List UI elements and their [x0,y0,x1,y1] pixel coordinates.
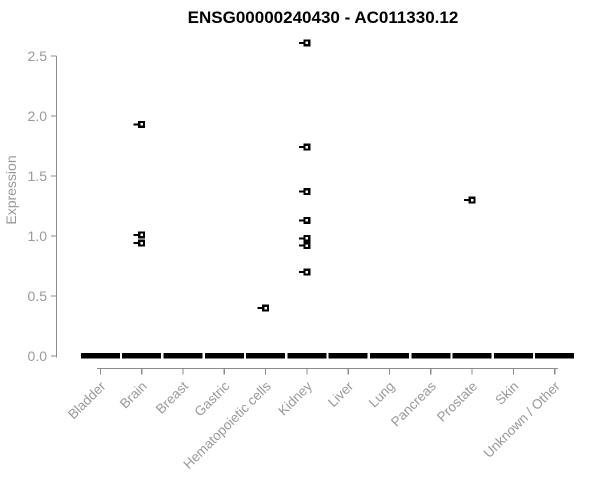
marker-center [140,233,143,237]
marker-left-dash [298,219,304,222]
marker-center [305,41,309,45]
marker-center [140,241,143,245]
x-category-label: Gastric [192,378,233,419]
marker-center [264,306,267,310]
x-category-label: Lung [366,379,398,411]
marker-left-dash [298,271,304,273]
marker-center [305,190,309,193]
y-tick-label: 2.0 [28,108,48,124]
zero-value-bar [411,352,451,359]
x-category-label: Prostate [434,379,480,425]
chart-title: ENSG00000240430 - AC011330.12 [187,8,459,27]
y-tick-label: 1.0 [28,228,48,244]
marker-left-dash [133,233,139,236]
marker-center [305,145,309,149]
marker-center [305,237,309,240]
marker-center [305,219,309,222]
x-category-label: Breast [153,378,191,416]
x-category-label: Pancreas [388,378,439,429]
marker-left-dash [257,307,263,309]
x-category-label: Unknown / Other [481,378,564,461]
zero-value-bar [122,352,162,359]
marker-left-dash [133,123,139,126]
zero-value-bar [370,352,409,359]
y-tick-label: 2.5 [28,48,48,64]
zero-value-bar [204,352,244,359]
zero-value-bar [328,352,368,359]
zero-value-bar [163,352,203,359]
x-category-label: Bladder [65,378,109,422]
marker-left-dash [133,242,139,245]
x-category-label: Kidney [275,378,315,418]
marker-center [305,270,309,274]
zero-value-bar [535,352,575,359]
zero-value-bar [80,352,120,359]
marker-left-dash [298,146,304,149]
marker-left-dash [298,41,304,44]
zero-value-bar [287,352,327,359]
marker-left-dash [298,190,304,193]
x-category-label: Liver [325,378,357,410]
zero-value-bar [452,352,492,359]
marker-center [305,244,309,247]
marker-center [470,198,474,202]
marker-left-dash [298,244,304,247]
x-category-label: Brain [117,379,150,412]
y-tick-label: 1.5 [28,168,48,184]
x-category-label: Skin [492,379,521,408]
zero-value-bar [246,352,286,359]
zero-value-bar [493,352,533,359]
y-tick-label: 0.0 [28,348,48,364]
y-tick-label: 0.5 [28,288,48,304]
marker-center [140,123,143,126]
marker-left-dash [464,199,469,201]
marker-left-dash [298,237,304,240]
